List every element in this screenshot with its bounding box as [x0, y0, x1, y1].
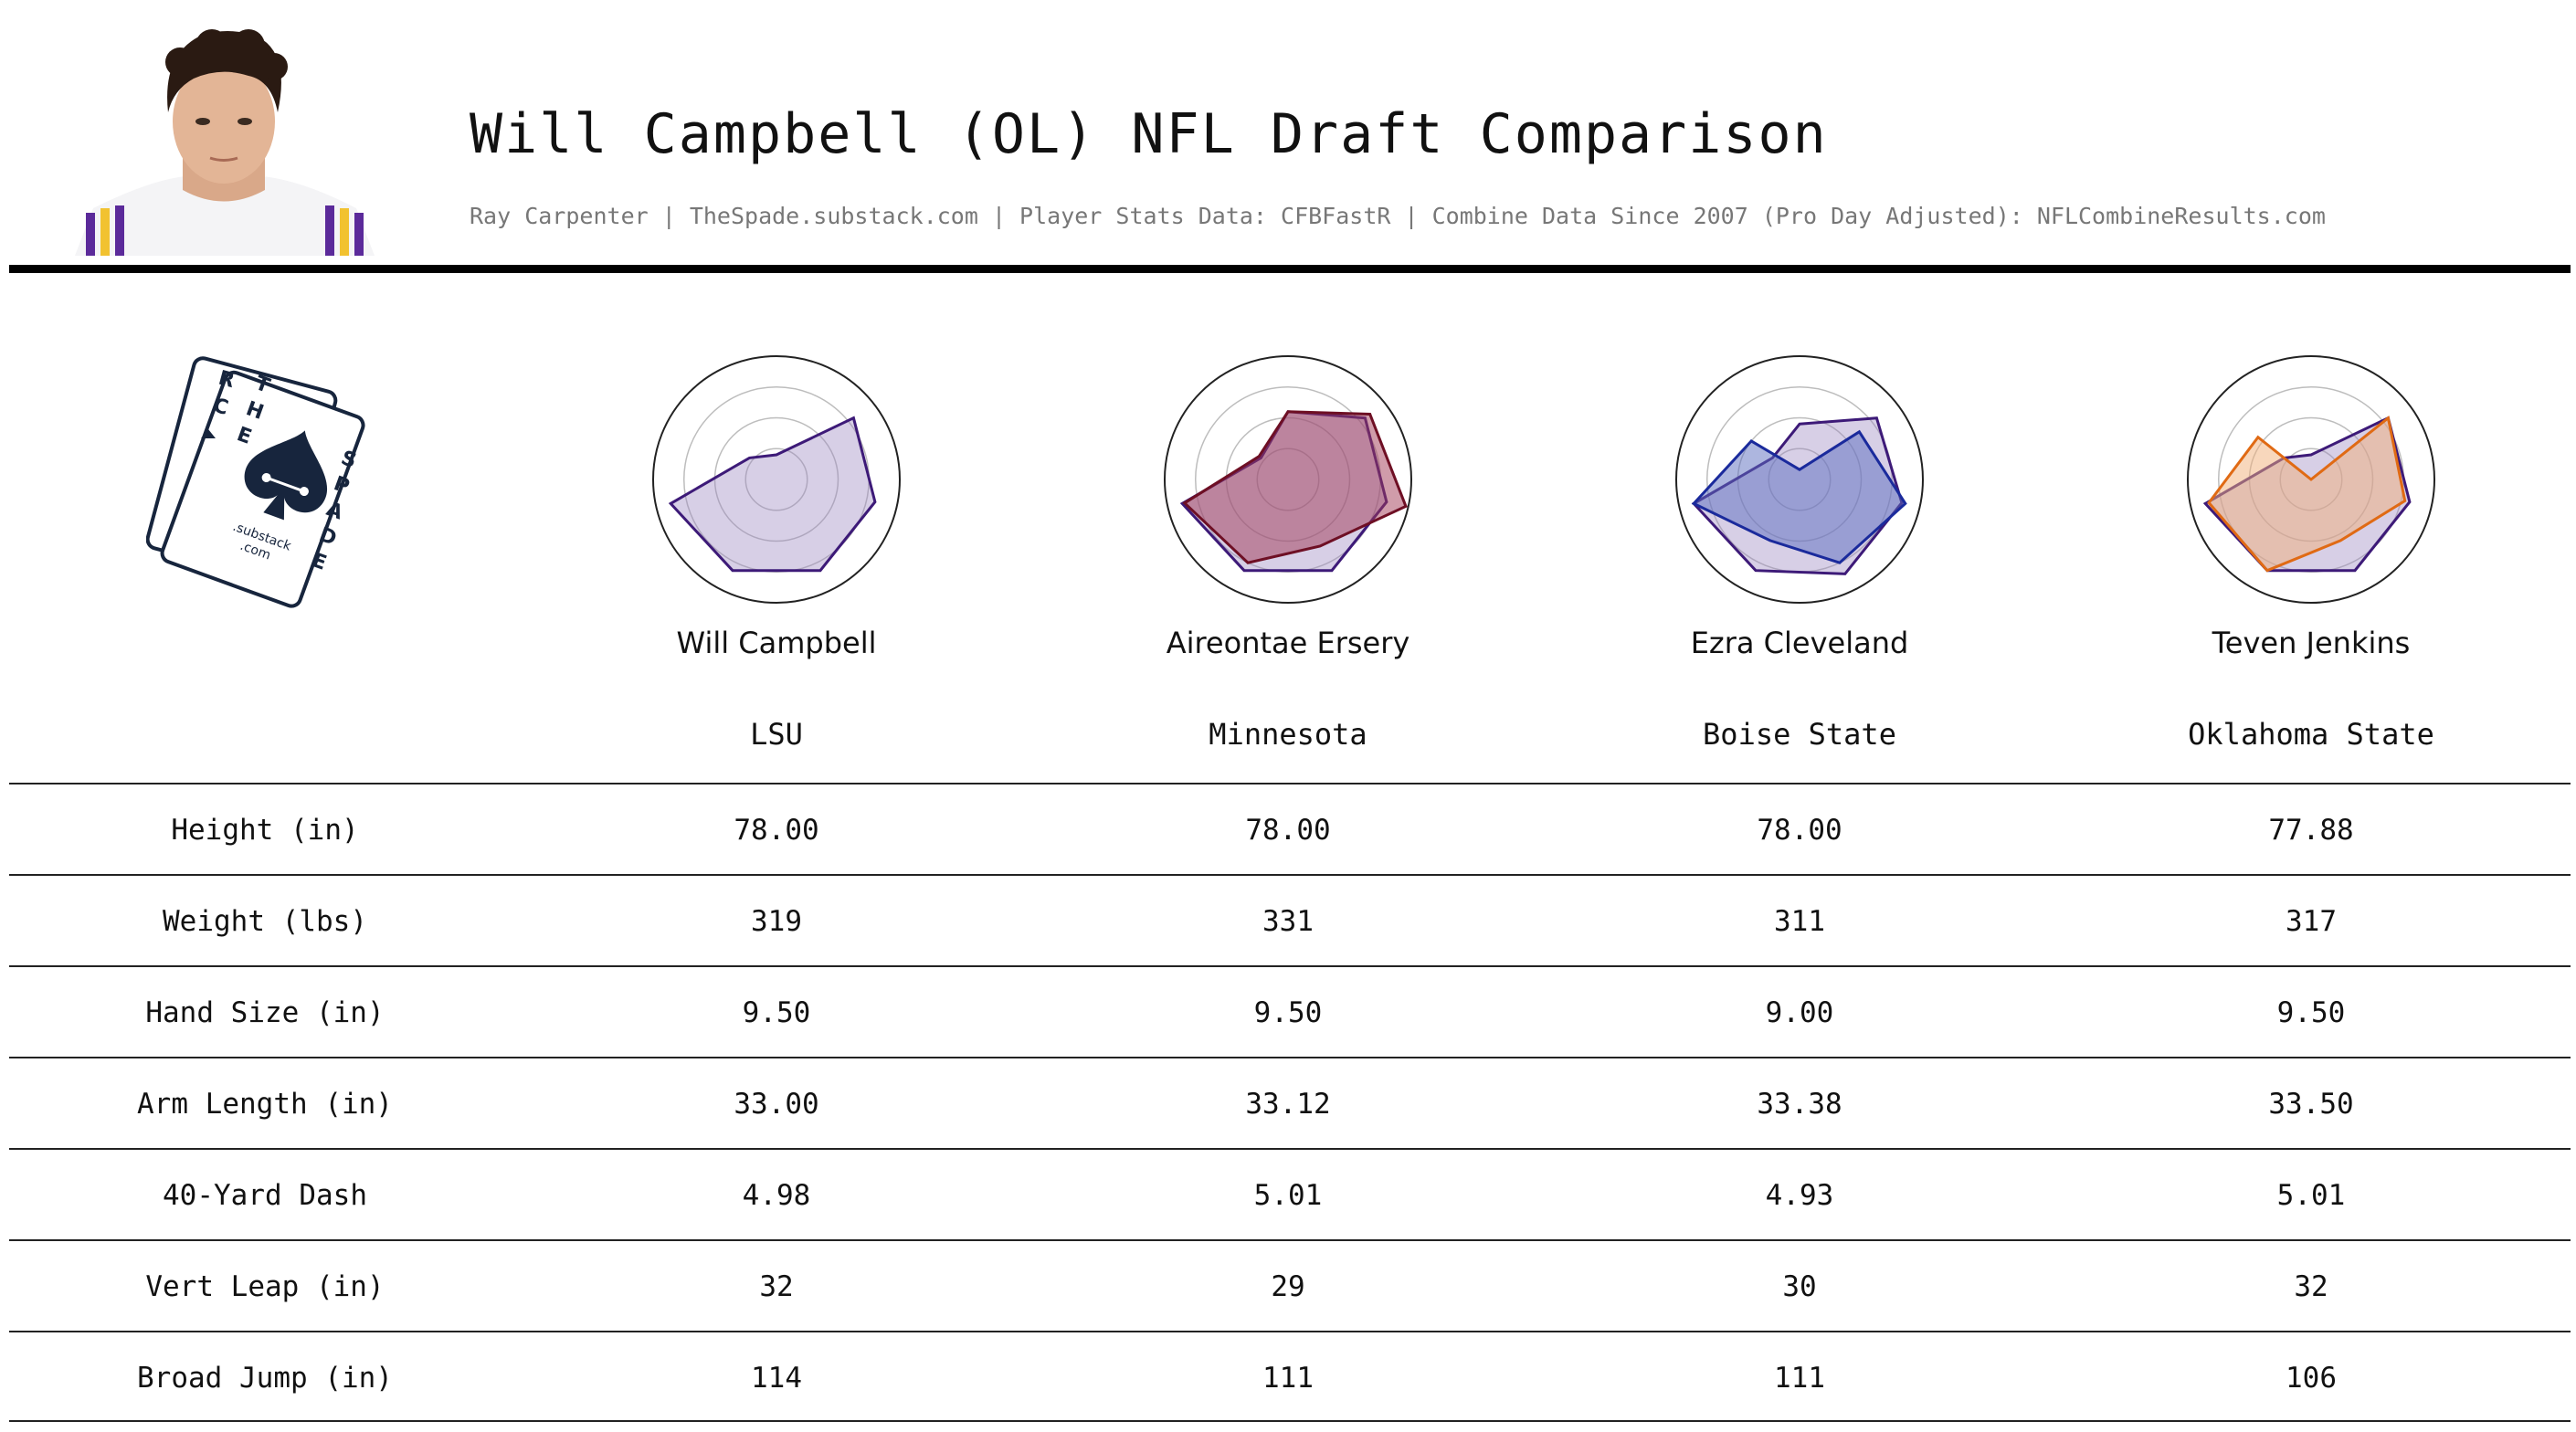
- radar-chart-2: [1156, 347, 1420, 612]
- table-cell: 33.38: [1757, 1088, 1842, 1121]
- table-row: Hand Size (in) 9.50 9.50 9.00 9.50: [9, 965, 2571, 1057]
- radar-svg: [652, 355, 901, 604]
- table-cell: 311: [1774, 905, 1825, 938]
- logo-letter-c: C: [210, 395, 230, 420]
- radar-series-player: [668, 416, 877, 573]
- player-name-1: Will Campbell: [676, 626, 877, 660]
- player-school-1: LSU: [750, 717, 803, 752]
- table-row: Vert Leap (in) 32 29 30 32: [9, 1239, 2571, 1331]
- radar-svg: [2187, 355, 2435, 604]
- player-school-3: Boise State: [1703, 717, 1896, 752]
- radar-chart-1: [644, 347, 909, 612]
- stats-table: Height (in) 78.00 78.00 78.00 77.88 Weig…: [9, 783, 2571, 1422]
- table-cell: 32: [2294, 1270, 2328, 1303]
- radar-series-player: [2207, 415, 2407, 573]
- row-label: Hand Size (in): [145, 996, 385, 1029]
- radar-outer-ring: [652, 355, 901, 604]
- the-spade-logo: R C T H E S P A D E .substack .com: [145, 342, 411, 616]
- table-row: Weight (lbs) 319 331 311 317: [9, 874, 2571, 965]
- table-cell: 9.50: [2276, 996, 2346, 1029]
- radar-svg: [1164, 355, 1412, 604]
- table-cell: 106: [2286, 1362, 2337, 1395]
- table-cell: 9.50: [1253, 996, 1323, 1029]
- table-cell: 32: [759, 1270, 794, 1303]
- logo-letter-p: P: [331, 472, 353, 499]
- table-cell: 111: [1262, 1362, 1314, 1395]
- table-cell: 29: [1271, 1270, 1305, 1303]
- table-cell: 111: [1774, 1362, 1825, 1395]
- table-cell: 30: [1782, 1270, 1817, 1303]
- radar-grid-ring: [744, 448, 808, 511]
- radar-outer-ring: [1164, 355, 1412, 604]
- jersey-stripes-left: [86, 205, 124, 256]
- row-label: Arm Length (in): [137, 1088, 393, 1121]
- table-cell: 331: [1262, 905, 1314, 938]
- radar-series-player: [1182, 410, 1408, 564]
- table-row: Arm Length (in) 33.00 33.12 33.38 33.50: [9, 1057, 2571, 1148]
- table-cell: 9.00: [1765, 996, 1834, 1029]
- table-row: 40-Yard Dash 4.98 5.01 4.93 5.01: [9, 1148, 2571, 1239]
- radar-svg: [1675, 355, 1924, 604]
- table-cell: 78.00: [734, 814, 819, 847]
- row-label: Broad Jump (in): [137, 1362, 393, 1395]
- player-name-4: Teven Jenkins: [2212, 626, 2411, 660]
- table-cell: 33.12: [1245, 1088, 1331, 1121]
- logo-letter-r: R: [216, 367, 237, 394]
- table-cell: 9.50: [742, 996, 811, 1029]
- table-cell: 78.00: [1757, 814, 1842, 847]
- table-cell: 114: [751, 1362, 802, 1395]
- table-cell: 317: [2286, 905, 2337, 938]
- table-cell: 319: [751, 905, 802, 938]
- table-cell: 33.50: [2268, 1088, 2354, 1121]
- table-cell: 5.01: [1253, 1179, 1323, 1212]
- page-title: Will Campbell (OL) NFL Draft Comparison: [470, 102, 1828, 166]
- radar-outer-ring: [1675, 355, 1924, 604]
- table-cell: 77.88: [2268, 814, 2354, 847]
- table-row: Height (in) 78.00 78.00 78.00 77.88: [9, 783, 2571, 874]
- player-school-4: Oklahoma State: [2188, 717, 2434, 752]
- radar-chart-3: [1667, 347, 1932, 612]
- table-cell: 33.00: [734, 1088, 819, 1121]
- table-cell: 78.00: [1245, 814, 1331, 847]
- table-cell: 4.98: [742, 1179, 811, 1212]
- player-headshot: [66, 26, 382, 256]
- row-label: Vert Leap (in): [145, 1270, 385, 1303]
- player-name-3: Ezra Cleveland: [1690, 626, 1909, 660]
- table-row: Broad Jump (in) 114 111 111 106: [9, 1331, 2571, 1422]
- player-school-2: Minnesota: [1209, 717, 1367, 752]
- radar-outer-ring: [2187, 355, 2435, 604]
- row-label: Weight (lbs): [163, 905, 367, 938]
- radar-chart-4: [2179, 347, 2444, 612]
- page-subtitle: Ray Carpenter | TheSpade.substack.com | …: [470, 203, 2326, 229]
- header-divider: [9, 265, 2571, 273]
- row-label: 40-Yard Dash: [163, 1179, 367, 1212]
- player-name-2: Aireontae Ersery: [1166, 626, 1410, 660]
- table-cell: 5.01: [2276, 1179, 2346, 1212]
- table-cell: 4.93: [1765, 1179, 1834, 1212]
- radar-series-player: [1691, 429, 1907, 564]
- jersey-stripes-right: [325, 205, 364, 256]
- row-label: Height (in): [171, 814, 359, 847]
